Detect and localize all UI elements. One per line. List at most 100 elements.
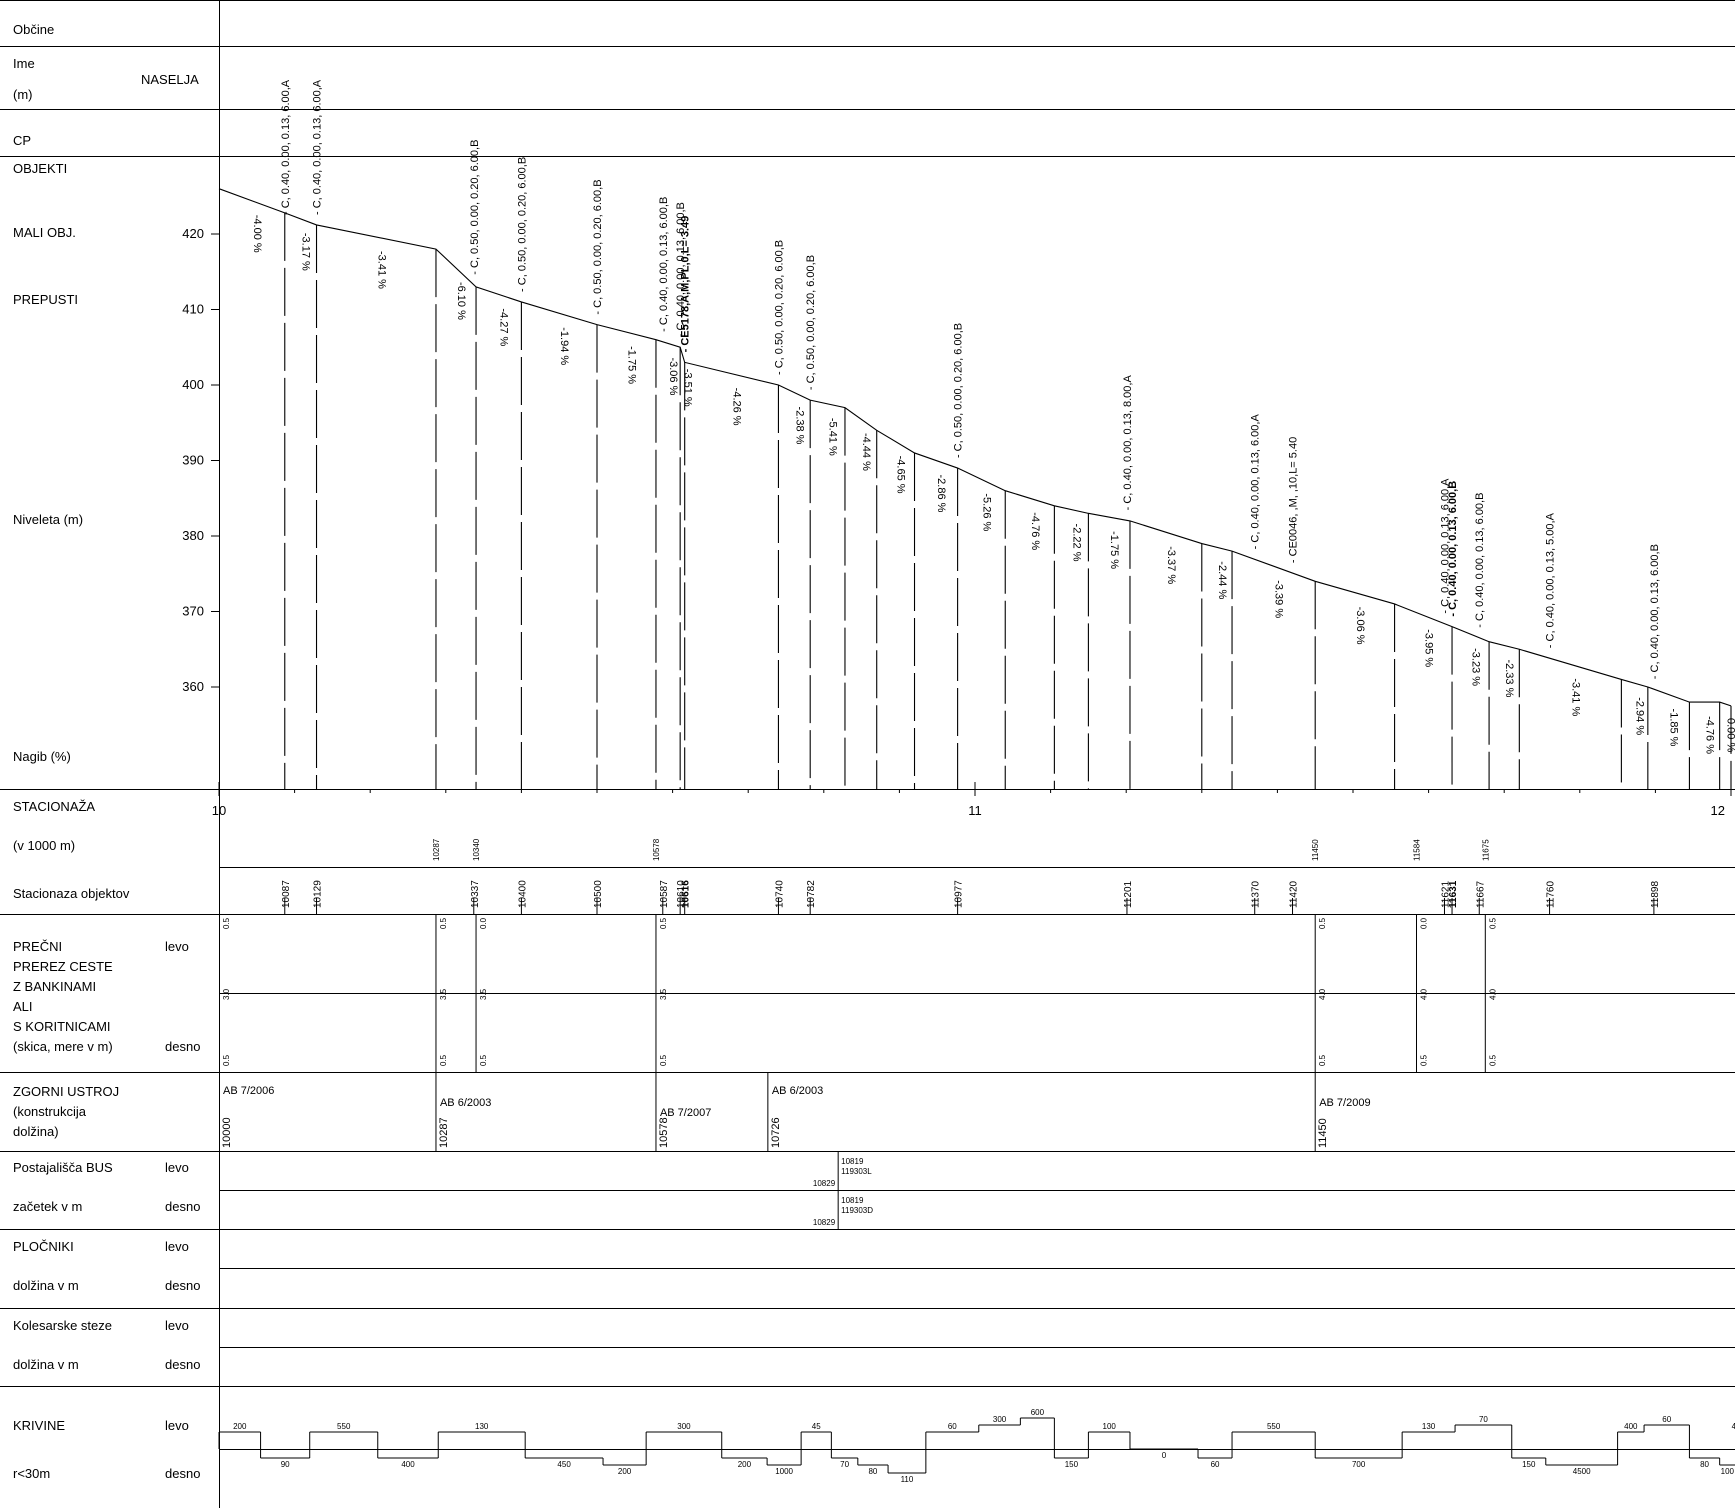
object-station-label: 10610 [676, 880, 687, 908]
grade-label: -4.76 % [1704, 716, 1716, 754]
grade-label: -3.23 % [1470, 648, 1482, 686]
grade-label: -2.44 % [1216, 561, 1228, 599]
label-nagib: Nagib (%) [13, 749, 71, 764]
profile-line [218, 188, 1732, 707]
pavement-name: AB 7/2007 [660, 1107, 711, 1119]
small-station-label: 11450 [1311, 839, 1320, 861]
cross-section-levo: 0.5 [439, 917, 448, 929]
object-station-label: 10500 [593, 880, 604, 908]
y-tick-label: 420 [182, 226, 204, 241]
y-tick-label: 360 [182, 679, 204, 694]
cross-section-mid: 3.0 [222, 988, 231, 1000]
label-bus-desno: desno [165, 1199, 200, 1214]
label-zgornji-3: dolžina) [13, 1124, 59, 1139]
label-kolesarske-dolzina: dolžina v m [13, 1357, 79, 1372]
small-station-label: 10578 [652, 838, 661, 861]
cross-section-desno: 0.5 [1420, 1054, 1429, 1066]
label-stacionaza-objektov: Stacionaza objektov [13, 886, 130, 901]
cross-section-mid: 4.0 [1488, 988, 1497, 1000]
curve-radius: 80 [868, 1467, 877, 1476]
label-niveleta: Niveleta (m) [13, 512, 83, 527]
label-naselja: NASELJA [141, 72, 199, 87]
curve-radius: 130 [475, 1422, 489, 1431]
curve-radius: 60 [1211, 1460, 1220, 1469]
grade-label: -3.17 % [300, 233, 312, 271]
label-objekti: OBJEKTI [13, 161, 67, 176]
object-station-label: 11420 [1289, 880, 1300, 908]
cross-section-desno: 0.5 [479, 1054, 488, 1066]
curve-radius: 400 [1624, 1422, 1638, 1431]
label-v1000: (v 1000 m) [13, 838, 75, 853]
curve-radius: 60 [1662, 1415, 1671, 1424]
cross-section-desno: 0.5 [1488, 1054, 1497, 1066]
object-station-label: 11631 [1448, 880, 1459, 908]
culvert-label: - C, 0.40, 0.00, 0.13, 5.00,A [1545, 512, 1557, 648]
culvert-label: - C, 0.50, 0.00, 0.20, 6.00,B [773, 240, 785, 375]
label-krivine: KRIVINE [13, 1418, 65, 1433]
grade-label: -3.95 % [1422, 629, 1434, 667]
y-tick-label: 390 [182, 453, 204, 468]
object-station-label: 10782 [806, 880, 817, 908]
curve-radius: 150 [1065, 1460, 1079, 1469]
label-m: (m) [13, 87, 33, 102]
label-precni-levo: levo [165, 939, 189, 954]
curve-radius: 450 [557, 1460, 571, 1469]
label-obcine: Občine [13, 22, 54, 37]
object-station-label: 10587 [659, 880, 670, 908]
y-tick-label: 410 [182, 302, 204, 317]
culvert-label: - C, 0.40, 0.00, 0.13, 6.00,B [1474, 493, 1486, 628]
curve-radius: 200 [618, 1467, 632, 1476]
grade-label: -3.39 % [1273, 580, 1285, 618]
label-kolesarske-desno: desno [165, 1357, 200, 1372]
curve-radius: 200 [233, 1422, 247, 1431]
label-krivine-levo: levo [165, 1418, 189, 1433]
label-plocniki: PLOČNIKI [13, 1239, 74, 1254]
label-precni-6: (skica, mere v m) [13, 1039, 113, 1054]
object-station-label: 10337 [470, 880, 481, 908]
culvert-label: - C, 0.50, 0.00, 0.20, 6.00,B [469, 140, 481, 275]
curve-radius: 70 [840, 1460, 849, 1469]
label-plocniki-levo: levo [165, 1239, 189, 1254]
label-stacionaza: STACIONAŽA [13, 799, 95, 814]
label-precni-desno: desno [165, 1039, 200, 1054]
label-mali-obj: MALI OBJ. [13, 225, 76, 240]
cross-section-desno: 0.5 [659, 1054, 668, 1066]
curve-radius: 70 [1479, 1415, 1488, 1424]
culvert-label: - C, 0.40, 0.00, 0.13, 6.00,A [1439, 478, 1451, 614]
cross-section-mid: 4.0 [1318, 988, 1327, 1000]
grade-label: -4.44 % [860, 433, 872, 471]
curve-radius: 45 [812, 1422, 821, 1431]
pavement-start: 10726 [770, 1117, 782, 1148]
culvert-label: - C, 0.40, 0.00, 0.13, 6.00,A [1250, 414, 1262, 550]
small-station-label: 10287 [432, 838, 441, 861]
pavement-start: 10000 [221, 1117, 233, 1148]
label-krivine-desno: desno [165, 1466, 200, 1481]
culvert-label: - C, 0.40, 0.00, 0.13, 6.00,A [312, 79, 324, 215]
curve-radius: 150 [1522, 1460, 1536, 1469]
curve-radius: 400 [401, 1460, 415, 1469]
label-kolesarske-levo: levo [165, 1318, 189, 1333]
bus-stop-start: 10819 [841, 1196, 864, 1205]
object-station-label: 11621 [1440, 880, 1451, 908]
pavement-start: 10578 [658, 1117, 670, 1148]
culvert-label: - CE5178,A,M,PL,0,L= 3.49 [680, 216, 692, 353]
bus-stop-end: 10829 [813, 1179, 836, 1188]
culvert-label: - C, 0.40, 0.00, 0.13, 6.00,B [1447, 481, 1459, 617]
curve-radius: 700 [1352, 1460, 1366, 1469]
grade-label: -2.86 % [935, 475, 947, 513]
grade-label: -4.76 % [1029, 512, 1041, 550]
culvert-label: - C, 0.50, 0.00, 0.20, 6.00,B [805, 255, 817, 390]
cross-section-levo: 0.5 [659, 917, 668, 929]
culvert-label: - CE0046, ,M, ,10,L= 5.40 [1288, 437, 1300, 563]
curve-radius: 90 [281, 1460, 290, 1469]
y-tick-label: 400 [182, 377, 204, 392]
culvert-label: - C, 0.50, 0.00, 0.20, 6.00,B [516, 157, 528, 292]
small-station-label: 11675 [1481, 839, 1490, 861]
label-bus-levo: levo [165, 1160, 189, 1175]
object-station-label: 11370 [1251, 880, 1262, 908]
curve-radius: 550 [337, 1422, 351, 1431]
grade-label: -2.33 % [1503, 659, 1515, 697]
culvert-label: - C, 0.40, 0.00, 0.13, 8.00,A [1122, 375, 1134, 511]
